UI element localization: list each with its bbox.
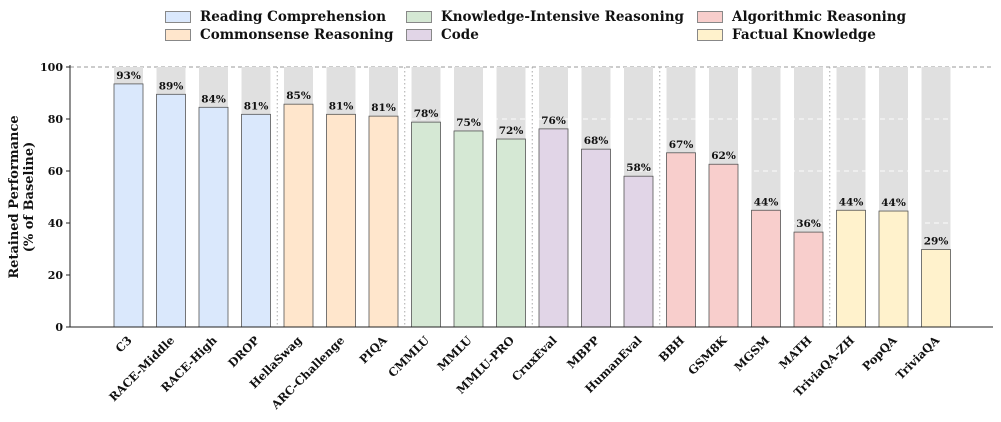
bar-mmlu: [453, 130, 484, 328]
x-tick-label: BBH: [656, 333, 687, 364]
y-tick-label: 40: [48, 217, 64, 230]
x-tick-label: DROP: [225, 333, 262, 370]
bar-mmlu-pro: [496, 138, 526, 328]
data-label: 85%: [286, 90, 311, 102]
x-tick-label: MATH: [776, 333, 815, 372]
legend-label: Code: [441, 27, 479, 43]
legend-swatch: [697, 11, 723, 23]
legend-label: Commonsense Reasoning: [200, 27, 394, 43]
legend-swatch: [165, 29, 191, 41]
x-tick-label: MMLU: [434, 333, 474, 373]
legend-swatch: [165, 11, 191, 23]
data-label: 36%: [796, 218, 821, 230]
bar-race-high: [198, 106, 229, 328]
x-tick-label: MGSM: [731, 333, 772, 374]
bar-cruxeval: [538, 128, 569, 328]
y-tick-label: 0: [55, 321, 63, 334]
data-label: 81%: [329, 100, 354, 112]
bar-arc-challenge: [326, 113, 356, 328]
x-tick-label: C3: [113, 333, 135, 355]
y-tick-label: 20: [48, 269, 64, 282]
legend-label: Knowledge-Intensive Reasoning: [441, 9, 684, 25]
x-tick-label: MBPP: [564, 333, 602, 371]
data-label: 72%: [499, 125, 524, 137]
bar-c3: [113, 83, 144, 328]
legend-swatch: [697, 29, 723, 41]
bar-hellaswag: [283, 103, 314, 328]
y-tick-label: 60: [48, 165, 64, 178]
legend-swatch: [406, 11, 432, 23]
legend-item: Code: [406, 26, 479, 44]
bar-bbh: [666, 152, 696, 328]
y-tick-label: 80: [48, 113, 64, 126]
data-label: 44%: [754, 196, 779, 208]
data-label: 44%: [881, 197, 906, 209]
legend-item: Factual Knowledge: [697, 26, 876, 44]
bar-math: [793, 231, 824, 328]
data-label: 89%: [159, 80, 184, 92]
y-axis-label-line: (% of Baseline): [22, 142, 37, 253]
bar-piqa: [368, 115, 399, 328]
y-axis-label: Retained Performance(% of Baseline): [7, 115, 37, 278]
bar-mbpp: [581, 148, 611, 328]
legend-item: Knowledge-Intensive Reasoning: [406, 8, 684, 26]
bar-race-middle: [156, 93, 186, 328]
x-tick-label: ARC-Challenge: [268, 333, 347, 412]
data-label: 62%: [711, 150, 736, 162]
legend: Reading Comprehension Commonsense Reasoni…: [165, 8, 925, 48]
y-tick-label: 100: [40, 61, 63, 74]
bar-mgsm: [751, 209, 781, 328]
legend-item: Commonsense Reasoning: [165, 26, 393, 44]
data-label: 29%: [924, 236, 949, 248]
x-tick-label: PopQA: [859, 332, 900, 373]
x-tick-label: TriviaQA: [893, 332, 943, 382]
data-label: 78%: [414, 108, 439, 120]
data-label: 75%: [456, 117, 481, 129]
data-label: 67%: [669, 139, 694, 151]
bar-drop: [241, 113, 271, 328]
data-label: 81%: [244, 100, 269, 112]
y-axis-label-line: Retained Performance: [7, 115, 22, 278]
bar-gsm8k: [708, 163, 739, 328]
data-label: 81%: [371, 102, 396, 114]
data-label: 44%: [839, 196, 864, 208]
legend-label: Algorithmic Reasoning: [732, 9, 907, 25]
legend-item: Algorithmic Reasoning: [697, 8, 906, 26]
data-label: 58%: [626, 162, 651, 174]
bar-triviaqa: [921, 249, 951, 328]
data-label: 76%: [541, 115, 566, 127]
x-tick-label: CruxEval: [509, 333, 560, 384]
x-tick-label: GSM8K: [685, 333, 730, 378]
legend-label: Factual Knowledge: [732, 27, 876, 43]
data-label: 93%: [116, 70, 141, 82]
bar-cmmlu: [411, 121, 441, 328]
data-label: 68%: [584, 135, 609, 147]
bar-humaneval: [623, 175, 654, 328]
x-tick-label: CMMLU: [385, 333, 432, 380]
bar-popqa: [878, 210, 909, 328]
x-tick-label: PIQA: [356, 332, 390, 366]
legend-swatch: [406, 29, 432, 41]
data-label: 84%: [201, 93, 226, 105]
legend-item: Reading Comprehension: [165, 8, 386, 26]
legend-label: Reading Comprehension: [200, 9, 387, 25]
bar-triviaqa-zh: [836, 209, 866, 328]
